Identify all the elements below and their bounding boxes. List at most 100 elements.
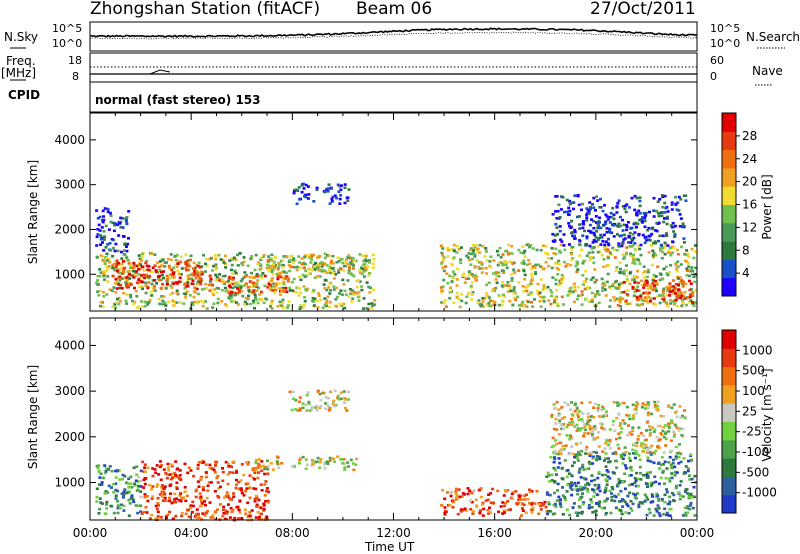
velocity-echo-cell [451,505,455,509]
power-echo-cell [241,263,245,266]
power-echo-cell [634,275,638,279]
power-echo-cell [578,215,582,218]
power-echo-cell [200,299,204,303]
power-echo-cell [220,279,224,282]
velocity-echo-cell [332,399,336,403]
velocity-echo-cell [646,406,650,410]
velocity-echo-cell [95,495,99,499]
power-echo-cell [636,285,640,288]
power-echo-cell [676,304,679,308]
power-echo-cell [674,202,678,206]
power-colorbar-segment [722,113,736,132]
velocity-echo-cell [127,477,131,481]
velocity-echo-cell [545,510,549,513]
power-echo-cell [134,274,138,278]
power-echo-cell [99,271,103,274]
power-echo-cell [159,286,163,290]
power-echo-cell [559,251,562,254]
velocity-echo-cell [597,483,601,487]
power-echo-cell [604,294,608,297]
power-echo-cell [120,257,124,260]
power-echo-cell [276,277,280,281]
power-echo-cell [628,231,632,235]
power-echo-cell [507,284,511,287]
power-echo-cell [685,274,689,277]
velocity-echo-cell [298,396,302,399]
velocity-echo-cell [472,489,476,492]
velocity-echo-cell [204,503,207,507]
velocity-echo-cell [648,471,652,474]
power-echo-cell [650,227,654,231]
velocity-echo-cell [597,431,601,434]
velocity-echo-cell [454,487,458,491]
power-echo-cell [442,258,445,261]
power-echo-cell [338,302,342,306]
power-echo-cell [254,298,258,301]
power-echo-cell [567,243,571,246]
power-echo-cell [252,299,255,303]
power-echo-cell [323,303,327,307]
velocity-echo-cell [127,514,131,517]
velocity-echo-cell [591,455,595,459]
power-echo-cell [272,286,276,290]
power-echo-cell [267,255,271,258]
velocity-echo-cell [593,402,597,406]
velocity-echo-cell [215,476,219,480]
power-echo-cell [205,264,209,267]
power-echo-cell [530,292,534,296]
velocity-echo-cell [633,476,637,480]
velocity-echo-cell [687,459,690,463]
velocity-echo-cell [199,504,203,508]
power-echo-cell [270,307,274,310]
velocity-echo-cell [619,499,623,503]
velocity-echo-cell [96,466,100,470]
velocity-echo-cell [175,481,179,485]
power-echo-cell [189,258,192,262]
power-echo-cell [245,302,249,306]
power-echo-cell [511,262,515,265]
power-echo-cell [357,291,361,294]
power-echo-cell [361,254,365,258]
power-echo-cell [692,275,696,279]
power-echo-cell [352,274,356,278]
power-echo-cell [335,196,339,200]
power-echo-cell [564,265,568,268]
velocity-echo-cell [553,456,556,459]
power-echo-cell [184,284,188,288]
power-echo-cell [643,225,647,229]
power-echo-cell [332,285,336,288]
velocity-echo-cell [221,467,224,470]
power-echo-cell [96,290,100,293]
velocity-echo-cell [240,463,244,466]
power-echo-cell [583,229,586,233]
power-echo-cell [573,237,577,240]
velocity-echo-cell [625,502,629,506]
power-echo-cell [682,280,685,283]
power-echo-cell [174,263,178,267]
power-echo-cell [371,304,375,307]
velocity-echo-cell [565,508,569,511]
power-echo-cell [632,253,636,257]
power-echo-cell [284,286,288,290]
power-echo-cell [471,275,475,278]
velocity-echo-cell [520,514,523,517]
power-echo-cell [529,282,533,285]
power-echo-cell [252,301,256,305]
power-echo-cell [581,222,585,226]
power-echo-cell [335,295,339,299]
velocity-echo-cell [167,469,171,472]
power-echo-cell [674,263,678,267]
power-echo-cell [664,206,668,210]
velocity-echo-cell [510,492,514,496]
velocity-echo-cell [558,450,562,453]
power-echo-cell [145,259,149,263]
power-echo-cell [648,300,652,303]
velocity-echo-cell [486,498,490,502]
power-echo-cell [103,207,107,210]
power-echo-cell [229,257,233,260]
power-echo-cell [576,215,579,219]
velocity-echo-cell [574,511,578,514]
velocity-echo-cell [579,410,583,414]
colorbar-tick-label: 24 [742,152,757,166]
power-echo-cell [487,304,491,307]
